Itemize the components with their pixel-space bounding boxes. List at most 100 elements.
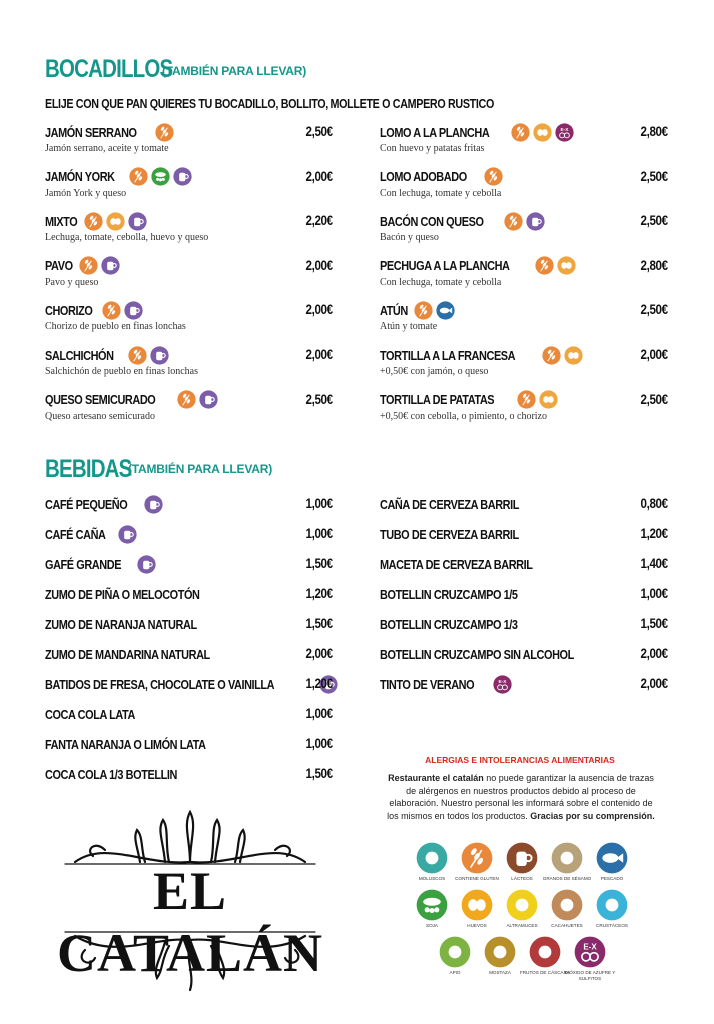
menu-item: COCA COLA LATA 1,00€ [45, 704, 333, 744]
item-line: COCA COLA 1/3 BOTELLIN [45, 764, 333, 784]
glyph [477, 857, 484, 865]
glyph [605, 898, 619, 912]
item-line: CAFÉ CAÑA [45, 524, 333, 544]
allergen-icon [144, 494, 163, 514]
allergen-icon [539, 390, 558, 409]
allergen-icon [128, 345, 147, 365]
allergen-icon [173, 167, 192, 186]
item-name: TINTO DE VERANO [380, 676, 475, 692]
item-name: CAÑA DE CERVEZA BARRIL [380, 496, 520, 512]
menu-item: QUESO SEMICURADO 2,50€ Queso artesano semi… [45, 390, 333, 430]
allergen-icon [177, 390, 197, 409]
glyph [107, 261, 114, 271]
item-line: QUESO SEMICURADO [45, 390, 333, 410]
item-name: COCA COLA 1/3 BOTELLIN [45, 766, 177, 782]
glyph [160, 352, 166, 358]
allergen-icon [506, 842, 538, 874]
menu-item: ZUMO DE PIÑA O MELOCOTÓN 1,20€ [45, 584, 333, 624]
glyph [448, 945, 462, 959]
allergen-icon [155, 122, 174, 142]
menu-item: BOTELLIN CRUZCAMPO 1/3 1,50€ [380, 614, 668, 654]
item-line: CHORIZO [45, 300, 333, 320]
glyph [138, 176, 142, 181]
legend-label: HUEVOS [467, 923, 487, 928]
item-desc: Jamón serrano, aceite y tomate [45, 143, 169, 154]
item-line: ZUMO DE PIÑA O MELOCOTÓN [45, 584, 333, 604]
allergen-icon [461, 842, 493, 874]
item-desc: Lechuga, tomate, cebolla, huevo y queso [45, 232, 209, 244]
glyph [522, 394, 530, 406]
item-name: ATÚN [380, 302, 408, 318]
glyph [524, 853, 533, 863]
item-name: LOMO A LA PLANCHA [380, 124, 490, 140]
glyph [155, 172, 166, 178]
menu-item: BATIDOS DE FRESA, CHOCOLATE O VAINILLA 1,… [45, 674, 338, 714]
menu-item: MACETA DE CERVEZA BARRIL 1,40€ [380, 554, 668, 594]
glyph [423, 310, 428, 315]
glyph [108, 304, 112, 309]
icon-text: E-X [561, 127, 570, 133]
allergen-icon [529, 936, 561, 968]
allergen-icon [596, 889, 628, 921]
glyph [540, 260, 548, 272]
item-name: JAMÓN YORK [45, 169, 115, 185]
glyph [516, 851, 527, 866]
legend-label: GRANOS DE SÉSAMO [542, 876, 592, 881]
legend-label: CRUSTÁCEOS [596, 923, 628, 928]
item-line: COCA COLA LATA [45, 704, 333, 724]
item-name: JAMÓN SERRANO [45, 124, 137, 140]
menu-item: ATÚN 2,50€ Atún y tomate [380, 300, 668, 340]
glyph [210, 397, 216, 403]
menu-item: PECHUGA A LA PLANCHA 2,80€ Con lechuga, to… [380, 256, 668, 296]
allergen-icon [557, 256, 576, 275]
glyph [493, 945, 507, 959]
glyph [150, 500, 157, 509]
item-line: JAMÓN SERRANO [45, 122, 333, 142]
menu-item: COCA COLA 1/3 BOTELLIN 1,50€ [45, 764, 333, 804]
item-desc: Con lechuga, tomate y cebolla [380, 187, 502, 199]
item-name: BACÓN CON QUESO [380, 213, 484, 229]
item-line: TORTILLA DE PATATAS [380, 390, 668, 410]
notice-thanks: Gracias por su comprensión. [530, 810, 655, 821]
glyph [160, 126, 168, 138]
allergen-icon: E-X [574, 936, 606, 968]
glyph [602, 853, 619, 863]
glyph [329, 681, 335, 687]
legend-label: ALTRAMUCES [506, 923, 538, 928]
glyph [158, 178, 162, 182]
legend-label: DIÓXIDO DE AZUFRE Y SULFITOS [564, 970, 616, 981]
menu-item: ZUMO DE NARANJA NATURAL 1,50€ [45, 614, 333, 654]
menu-item: TUBO DE CERVEZA BARRIL 1,20€ [380, 524, 668, 564]
section-title: BOCADILLOS [45, 55, 173, 83]
glyph [94, 221, 98, 226]
allergen-icon [551, 842, 583, 874]
item-price: 1,00€ [640, 586, 669, 601]
legend-label: CACAHUETES [551, 923, 583, 928]
item-line: TINTO DE VERANO E-X [380, 674, 668, 694]
glyph [470, 848, 477, 855]
item-price: 1,40€ [640, 556, 669, 571]
allergen-icon [504, 212, 523, 231]
glyph [182, 394, 191, 406]
item-price: 1,20€ [640, 526, 669, 541]
item-line: ZUMO DE MANDARINA NATURAL [45, 644, 333, 664]
item-price: 2,00€ [305, 302, 334, 318]
item-line: CAÑA DE CERVEZA BARRIL [380, 494, 668, 514]
glyph [476, 899, 486, 911]
glyph [324, 680, 332, 689]
item-line: PAVO [45, 256, 333, 276]
item-price: 2,00€ [640, 347, 669, 362]
item-price: 2,50€ [305, 391, 334, 407]
allergen-icon [461, 889, 493, 921]
item-price: 1,00€ [305, 736, 334, 751]
item-desc: Con lechuga, tomate y cebolla [380, 276, 502, 288]
item-price: 2,00€ [640, 646, 669, 661]
item-line: SALCHICHÓN [45, 345, 333, 365]
menu-item: CAFÉ CAÑA 1,00€ [45, 524, 333, 564]
allergen-icon [436, 301, 455, 320]
item-price: 2,50€ [640, 213, 669, 229]
allergen-icon [199, 390, 219, 409]
glyph [551, 354, 555, 359]
notice-brand: Restaurante el catalán [388, 773, 484, 783]
